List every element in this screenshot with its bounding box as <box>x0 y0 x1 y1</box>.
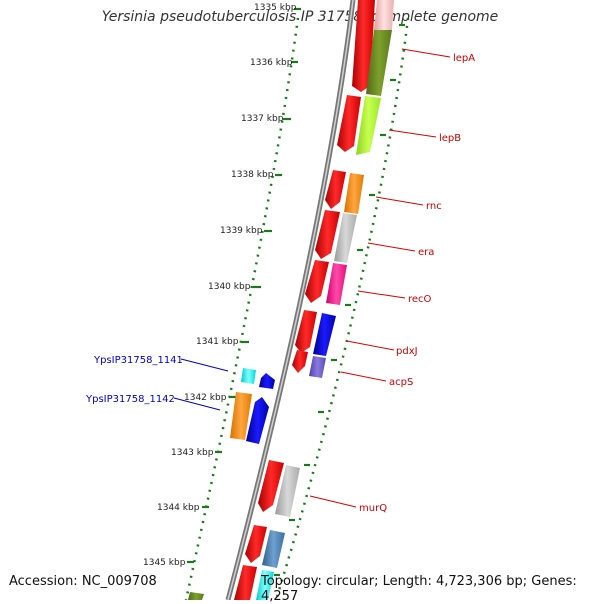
ruler-dotted-ring <box>184 17 300 600</box>
gene-label-recO[interactable]: recO <box>408 294 432 305</box>
outer-ring-ticks <box>274 23 405 577</box>
tick-label-1339: 1339 kbp <box>220 226 263 236</box>
cds-forward-2[interactable] <box>234 565 257 600</box>
ruler-ticks <box>187 7 301 564</box>
cds-recO[interactable] <box>305 260 329 303</box>
tick-label-1341: 1341 kbp <box>196 337 239 347</box>
cog-acpS-slate <box>309 356 326 378</box>
cds-murQ[interactable] <box>258 460 284 512</box>
gene-label-rnc[interactable]: rnc <box>426 201 442 212</box>
cog-pdxJ-blue <box>313 313 336 356</box>
gene-label-lepA[interactable]: lepA <box>453 53 475 64</box>
cds-forward-1[interactable] <box>245 525 267 563</box>
tick-label-1338: 1338 kbp <box>231 170 274 180</box>
cog-steelblue <box>262 530 285 568</box>
gene-label-pdxJ[interactable]: pdxJ <box>396 346 418 357</box>
cog-lepA-pink <box>374 0 394 30</box>
cds-YpsIP31758_1141-arrow[interactable] <box>259 373 275 389</box>
cog-murQ-grey <box>275 465 300 517</box>
cds-lepB[interactable] <box>337 95 361 152</box>
cog-era-grey <box>334 213 357 263</box>
forward-cds-track <box>234 0 375 600</box>
cog-lepB-lime <box>356 96 381 155</box>
ruler-labels: 1335 kbp 1336 kbp 1337 kbp 1338 kbp 1339… <box>143 3 297 568</box>
cog-track <box>188 0 394 600</box>
tick-label-1343: 1343 kbp <box>171 448 214 458</box>
cog-recO-magenta <box>326 263 347 305</box>
cog-rnc-orange <box>344 173 364 214</box>
cds-pdxJ[interactable] <box>295 310 317 353</box>
tick-label-1340: 1340 kbp <box>208 282 251 292</box>
tick-label-1345: 1345 kbp <box>143 558 186 568</box>
cds-YpsIP31758_1142-orange[interactable] <box>230 392 252 440</box>
tick-label-1335: 1335 kbp <box>254 3 297 13</box>
gene-label-YpsIP31758_1142[interactable]: YpsIP31758_1142 <box>85 394 175 405</box>
gene-labels: lepA lepB rnc era recO pdxJ acpS YpsIP31… <box>85 53 475 514</box>
gene-label-acpS[interactable]: acpS <box>389 377 413 388</box>
map-title: Yersinia pseudotuberculosis IP 31758, co… <box>101 9 499 25</box>
cog-olive-bottom <box>188 592 204 600</box>
tick-label-1337: 1337 kbp <box>241 114 284 124</box>
cds-era[interactable] <box>315 210 340 259</box>
cds-rnc[interactable] <box>325 170 346 209</box>
genome-backbone-highlight <box>227 0 354 600</box>
callout-lines <box>173 48 451 508</box>
tick-label-1342: 1342 kbp <box>184 393 227 403</box>
gene-label-YpsIP31758_1141[interactable]: YpsIP31758_1141 <box>93 355 183 366</box>
cog-cyan-small <box>256 570 274 600</box>
accession-text: Accession: NC_009708 <box>9 574 157 589</box>
tick-label-1344: 1344 kbp <box>157 503 200 513</box>
tick-label-1336: 1336 kbp <box>250 58 293 68</box>
gene-label-murQ[interactable]: murQ <box>359 503 387 514</box>
gene-label-era[interactable]: era <box>418 247 434 258</box>
cog-lepA-olive <box>366 30 392 96</box>
outer-dotted-ring <box>274 17 410 600</box>
cds-YpsIP31758_1141-cyan[interactable] <box>241 368 256 384</box>
reverse-cds-track <box>230 368 275 444</box>
gene-label-lepB[interactable]: lepB <box>439 133 461 144</box>
cds-YpsIP31758_1142-arrow[interactable] <box>246 397 269 444</box>
cds-acpS[interactable] <box>292 350 308 373</box>
